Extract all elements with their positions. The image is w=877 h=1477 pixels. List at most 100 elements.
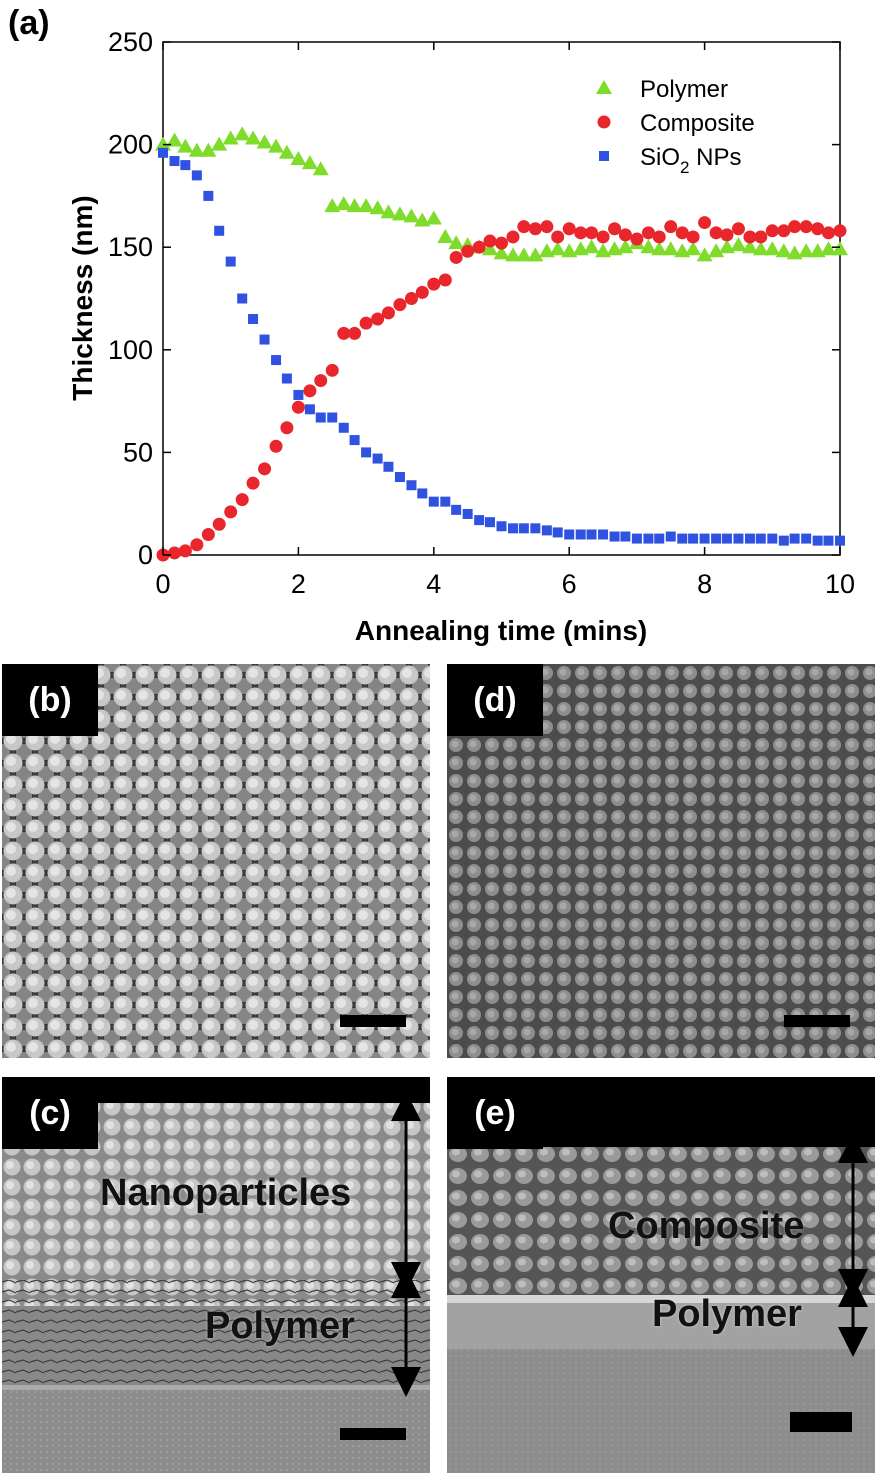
composite-point <box>652 230 666 244</box>
y-tick-label: 100 <box>108 335 153 365</box>
composite-point <box>280 421 294 435</box>
composite-point <box>212 517 226 531</box>
composite-point <box>337 326 351 340</box>
polymer-point <box>481 241 498 256</box>
sio2-nps-point <box>383 461 394 472</box>
sio2-nps-point <box>327 412 338 423</box>
composite-point <box>381 306 395 320</box>
sio2-nps-point <box>733 533 744 544</box>
plot-area-frame <box>162 41 841 556</box>
sio2-nps-point <box>474 515 485 526</box>
polymer-point <box>820 241 837 256</box>
composite-point <box>483 234 497 248</box>
sio2-nps-point <box>812 535 823 546</box>
sio2-nps-point <box>518 523 529 534</box>
polymer-point <box>527 247 544 262</box>
x-tick-label: 4 <box>426 569 441 599</box>
sio2-nps-point <box>304 404 315 415</box>
sio2-nps-point <box>778 535 789 546</box>
sio2-nps-point <box>801 533 812 544</box>
polymer-point <box>798 243 815 258</box>
sio2-nps-point <box>541 525 552 536</box>
composite-point <box>821 226 835 240</box>
composite-point <box>303 384 317 398</box>
polymer-point <box>380 204 397 219</box>
composite-label: Composite <box>608 1205 805 1247</box>
sio2-nps-point <box>699 533 710 544</box>
composite-point <box>811 222 825 236</box>
sio2-nps-point <box>530 523 541 534</box>
sio2-nps-point <box>225 256 236 267</box>
polymer-point <box>718 239 735 254</box>
sio2-nps-point <box>484 517 495 528</box>
polymer-point <box>752 241 769 256</box>
sio2-nps-point <box>394 472 405 483</box>
sio2-nps-point <box>767 533 778 544</box>
sio2-nps-point <box>575 529 586 540</box>
composite-point <box>190 538 204 552</box>
x-tick-label: 8 <box>697 569 712 599</box>
polymer-point <box>515 247 532 262</box>
polymer-point <box>335 196 352 211</box>
composite-point <box>438 273 452 287</box>
sio2-nps-point <box>711 533 722 544</box>
sio2-nps-point <box>338 422 349 433</box>
polymer-point <box>583 239 600 254</box>
sio2-nps-point <box>293 389 304 400</box>
composite-point <box>743 230 757 244</box>
composite-point <box>777 224 791 238</box>
legend-label-composite: Composite <box>640 110 755 137</box>
sio2-nps-point <box>631 533 642 544</box>
x-axis-label: Annealing time (mins) <box>355 615 647 646</box>
polymer-point <box>188 142 205 157</box>
sio2-nps-point <box>677 533 688 544</box>
sio2-nps-point <box>462 508 473 519</box>
polymer-point <box>358 198 375 213</box>
sio2-nps-point <box>191 170 202 181</box>
composite-point <box>574 226 588 240</box>
legend-label-sio2: SiO2 NPs <box>640 144 742 177</box>
polymer-point <box>786 245 803 260</box>
sio2-nps-point <box>721 533 732 544</box>
sio2-nps-point <box>620 531 631 542</box>
x-tick-label: 2 <box>291 569 306 599</box>
polymer-point <box>290 150 307 165</box>
composite-point <box>686 230 700 244</box>
polymer-point <box>549 241 566 256</box>
composite-point <box>517 220 531 234</box>
polymer-label-c: Polymer <box>205 1305 355 1347</box>
y-tick-label: 250 <box>108 27 153 57</box>
sio2-nps-point <box>372 453 383 464</box>
composite-point <box>325 363 339 377</box>
composite-point <box>754 230 768 244</box>
polymer-point <box>346 198 363 213</box>
legend-label-polymer: Polymer <box>640 76 728 103</box>
sio2-nps-point <box>214 225 225 236</box>
polymer-point <box>369 200 386 215</box>
y-axis-label: Thickness (nm) <box>67 195 98 400</box>
sio2-nps-point <box>406 480 417 491</box>
composite-point <box>799 220 813 234</box>
polymer-point <box>177 138 194 153</box>
legend-marker-sio2 <box>599 151 609 161</box>
polymer-point <box>493 245 510 260</box>
scale-bar-d <box>784 1015 850 1027</box>
polymer-point <box>775 243 792 258</box>
sio2-nps-point <box>508 523 519 534</box>
y-tick-label: 0 <box>138 540 153 570</box>
composite-point <box>348 326 362 340</box>
polymer-point <box>651 241 668 256</box>
sio2-nps-point <box>451 504 462 515</box>
polymer-point <box>391 206 408 221</box>
polymer-point <box>312 161 329 176</box>
sio2-nps-point <box>169 156 180 167</box>
polymer-point <box>448 235 465 250</box>
polymer-point <box>256 134 273 149</box>
sio2-nps-point <box>643 533 654 544</box>
x-tick-label: 6 <box>562 569 577 599</box>
composite-point <box>314 374 328 388</box>
sio2-nps-point <box>598 529 609 540</box>
legend-marker-composite <box>597 115 611 129</box>
sio2-nps-point <box>349 435 360 446</box>
